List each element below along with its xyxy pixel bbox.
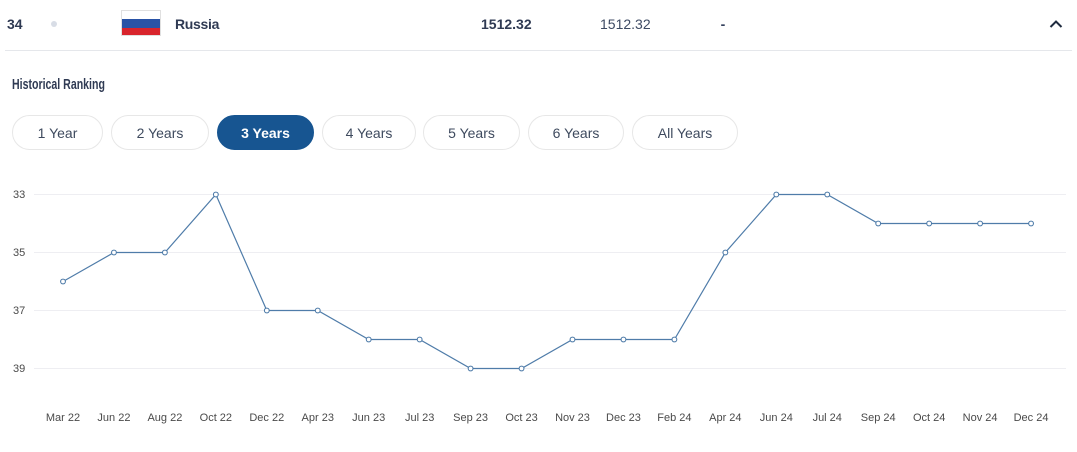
svg-text:Sep 24: Sep 24: [861, 412, 896, 424]
svg-text:39: 39: [13, 363, 25, 375]
svg-text:33: 33: [13, 189, 25, 201]
svg-text:Jul 24: Jul 24: [813, 412, 842, 424]
svg-text:Jun 24: Jun 24: [760, 412, 793, 424]
svg-text:Aug 22: Aug 22: [147, 412, 182, 424]
svg-text:Oct 22: Oct 22: [200, 412, 232, 424]
svg-text:Dec 24: Dec 24: [1014, 412, 1049, 424]
svg-text:Sep 23: Sep 23: [453, 412, 488, 424]
svg-text:Apr 23: Apr 23: [302, 412, 334, 424]
svg-text:35: 35: [13, 247, 25, 259]
svg-text:Mar 22: Mar 22: [46, 412, 80, 424]
svg-text:Nov 24: Nov 24: [963, 412, 998, 424]
svg-text:37: 37: [13, 305, 25, 317]
svg-text:Oct 23: Oct 23: [505, 412, 537, 424]
svg-text:Feb 24: Feb 24: [657, 412, 691, 424]
svg-text:Jun 23: Jun 23: [352, 412, 385, 424]
svg-text:Jun 22: Jun 22: [97, 412, 130, 424]
svg-text:Nov 23: Nov 23: [555, 412, 590, 424]
svg-text:Dec 23: Dec 23: [606, 412, 641, 424]
svg-text:Oct 24: Oct 24: [913, 412, 945, 424]
svg-text:Dec 22: Dec 22: [249, 412, 284, 424]
svg-text:Jul 23: Jul 23: [405, 412, 434, 424]
svg-text:Apr 24: Apr 24: [709, 412, 741, 424]
